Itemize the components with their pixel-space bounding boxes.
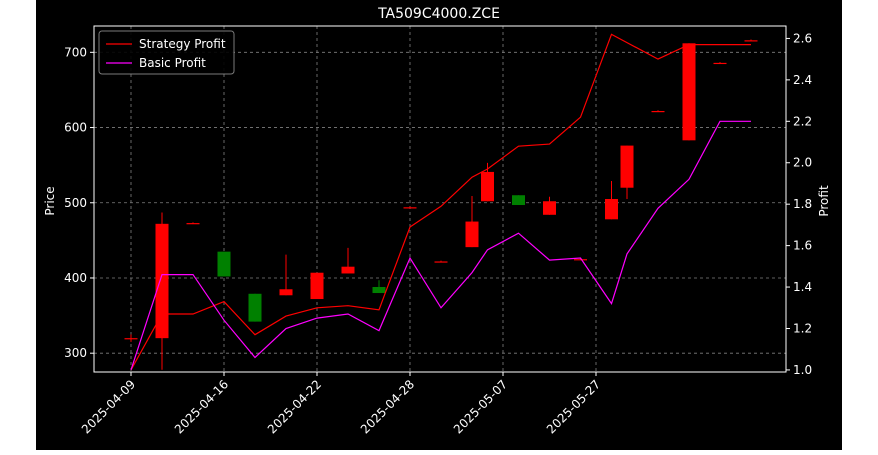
candle-body (543, 201, 556, 215)
x-tick-label: 2025-04-28 (358, 377, 417, 436)
x-tick-label: 2025-04-22 (265, 377, 324, 436)
legend: Strategy Profit Basic Profit (98, 30, 235, 75)
y-tick-label-right: 1.4 (793, 280, 812, 294)
candle-body (372, 287, 386, 294)
candle-body (434, 261, 448, 263)
x-tick-label: 2025-05-27 (544, 377, 603, 436)
candle-body (713, 62, 727, 65)
candle-body (682, 43, 696, 141)
y-tick-label-left: 400 (64, 271, 87, 285)
candle-body (512, 195, 525, 206)
candle-body (651, 110, 665, 113)
legend-label-strategy-profit: Strategy Profit (139, 37, 226, 51)
candle-body (279, 289, 293, 296)
y-tick-label-left: 600 (64, 121, 87, 135)
profit-lines (130, 33, 751, 371)
chart-frame: TA509C4000.ZCE 300 400 500 600 700 1.0 1.2 1.4… (36, 0, 842, 450)
y-tick-label-left: 500 (64, 196, 87, 210)
candle-body (744, 40, 758, 42)
candle-body (217, 251, 231, 277)
y-tick-label-left: 700 (64, 45, 87, 59)
y-tick-label-right: 1.6 (793, 239, 812, 253)
candle-body (124, 338, 138, 340)
candlestick-chart: TA509C4000.ZCE 300 400 500 600 700 1.0 1.2 1.4… (43, 6, 831, 436)
x-axis: 2025-04-09 2025-04-16 2025-04-22 2025-04-28… (79, 372, 603, 436)
y-tick-label-left: 300 (64, 346, 87, 360)
candles (124, 39, 758, 370)
plot-area-border (93, 25, 787, 373)
y-tick-label-right: 2.2 (793, 114, 812, 128)
chart-title: TA509C4000.ZCE (377, 6, 500, 22)
candle-body (341, 266, 355, 274)
candle-body (574, 259, 587, 261)
candle-body (155, 223, 169, 339)
x-tick-label: 2025-05-07 (451, 377, 510, 436)
y-tick-label-right: 2.0 (793, 156, 812, 170)
candle-body (248, 293, 262, 322)
series-line-strategy-profit (130, 33, 751, 371)
candle-body (620, 145, 634, 188)
y-axis-right-label: Profit (817, 185, 831, 217)
y-tick-label-right: 1.2 (793, 321, 812, 335)
grid (94, 26, 786, 372)
y-axis-left-label: Price (43, 186, 57, 215)
y-axis-left: 300 400 500 600 700 (64, 45, 94, 360)
candle-body (403, 207, 417, 209)
x-tick-label: 2025-04-16 (172, 377, 231, 436)
y-tick-label-right: 2.4 (793, 73, 812, 87)
candle-body (465, 221, 479, 248)
y-axis-right: 1.0 1.2 1.4 1.6 1.8 2.0 2.2 2.4 2.6 (786, 31, 812, 377)
candle-body (605, 199, 618, 220)
y-tick-label-right: 2.6 (793, 31, 812, 45)
candle-body (186, 223, 200, 225)
series-line-basic-profit (130, 120, 751, 371)
candle-body (310, 272, 324, 300)
legend-label-basic-profit: Basic Profit (139, 56, 206, 70)
y-tick-label-right: 1.0 (793, 363, 812, 377)
x-tick-label: 2025-04-09 (79, 377, 138, 436)
candle-body (481, 171, 494, 202)
y-tick-label-right: 1.8 (793, 197, 812, 211)
legend-box (98, 30, 235, 75)
